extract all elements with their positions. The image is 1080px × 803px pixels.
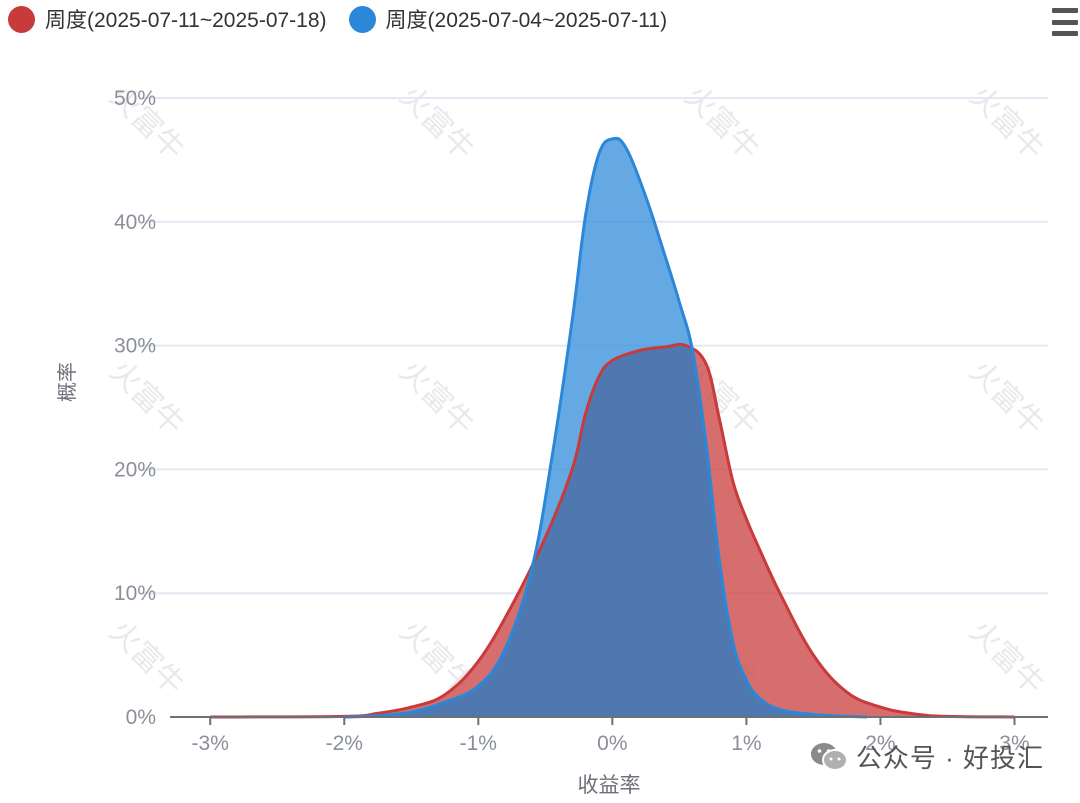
y-tick-label: 0%	[126, 706, 156, 729]
legend-label-series-b: 周度(2025-07-04~2025-07-11)	[385, 9, 668, 32]
wechat-credit: 公众号 · 好投汇	[810, 738, 1044, 775]
legend-item-series-b[interactable]: 周度(2025-07-04~2025-07-11)	[348, 4, 668, 34]
watermark-text: 火富牛	[393, 80, 480, 167]
legend-item-series-a[interactable]: 周度(2025-07-11~2025-07-18)	[8, 4, 327, 34]
x-tick-label: 2%	[865, 732, 895, 755]
x-tick-label: 0%	[597, 732, 627, 755]
x-tick-label: -3%	[192, 732, 229, 755]
series-areas	[210, 136, 1015, 719]
y-tick-label: 10%	[114, 582, 156, 605]
wechat-icon	[810, 742, 848, 771]
x-tick-label: 3%	[999, 732, 1029, 755]
y-tick-label: 20%	[114, 458, 156, 481]
y-tick-label: 50%	[114, 87, 156, 110]
watermark-text: 火富牛	[393, 355, 480, 442]
legend-dot-series-b	[348, 5, 376, 33]
hamburger-menu-icon[interactable]	[1052, 8, 1078, 36]
watermark-text: 火富牛	[963, 355, 1050, 442]
legend-label-series-a: 周度(2025-07-11~2025-07-18)	[45, 9, 327, 32]
series-a-line	[210, 342, 1015, 719]
x-tick-label: -1%	[460, 732, 497, 755]
series-b-line	[344, 136, 868, 719]
watermark-text: 火富牛	[103, 615, 190, 702]
x-tick-label: 1%	[731, 732, 761, 755]
watermark-text: 火富牛	[103, 355, 190, 442]
legend-dot-series-a	[8, 5, 35, 33]
y-axis-label: 概率	[56, 362, 79, 402]
overlap-area	[344, 344, 868, 717]
legend: 周度(2025-07-11~2025-07-18) 周度(2025-07-04~…	[8, 4, 689, 34]
watermark-text: 火富牛	[963, 615, 1050, 702]
watermark-text: 火富牛	[678, 80, 765, 167]
x-tick-label: -2%	[326, 732, 363, 755]
axes: 0% 10% 20% 30% 40% 50% -3% -2% -1% 0% 1% 2% 3%	[114, 87, 1048, 755]
watermark-text: 火富牛	[963, 80, 1050, 167]
x-axis-label: 收益率	[578, 774, 641, 797]
y-tick-label: 30%	[114, 335, 156, 358]
credit-text: 公众号 · 好投汇	[855, 743, 1044, 773]
y-tick-label: 40%	[114, 211, 156, 234]
